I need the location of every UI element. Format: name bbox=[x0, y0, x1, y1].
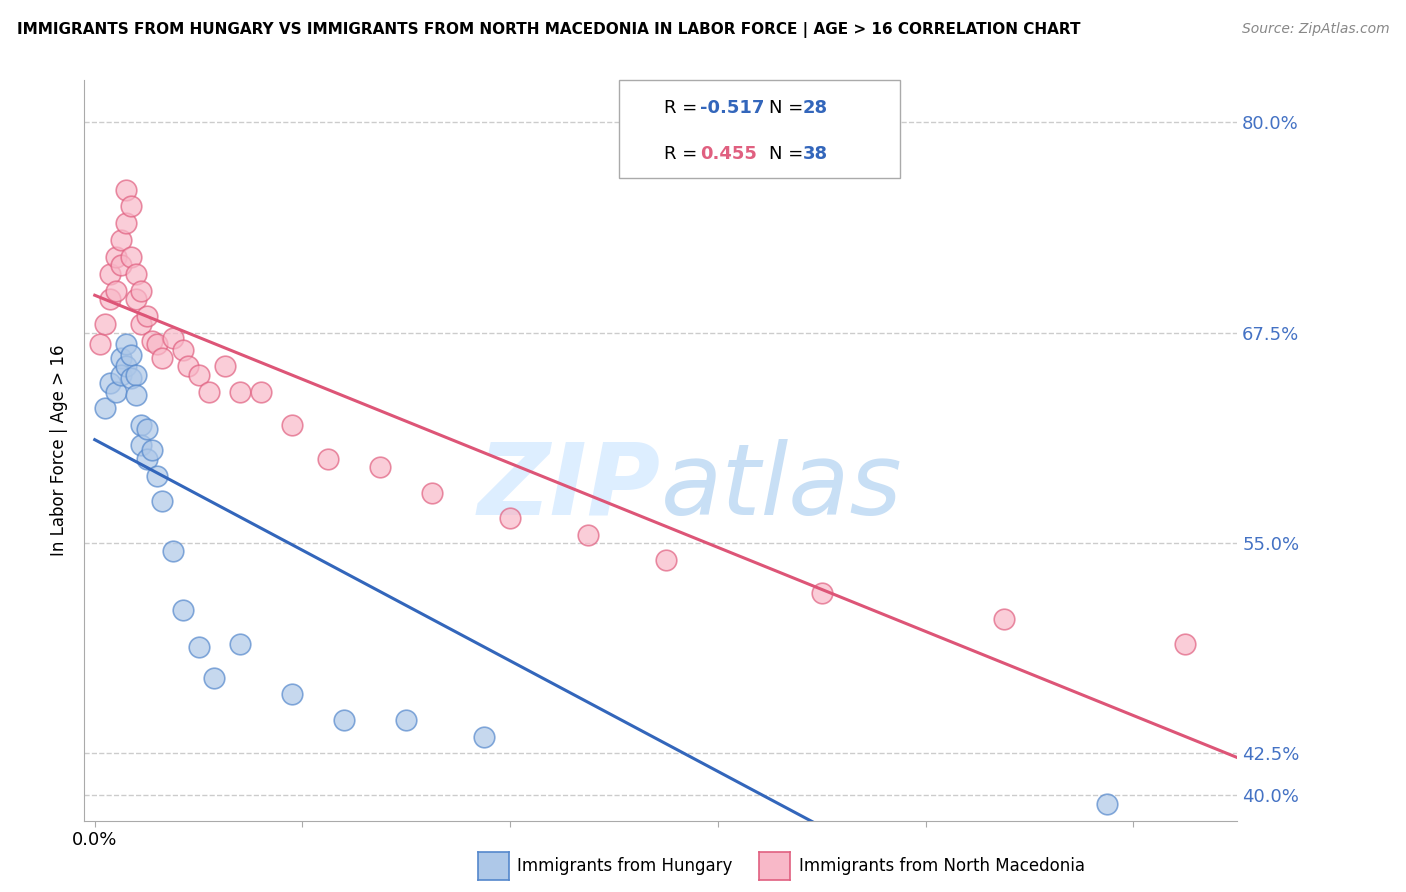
Text: 0.455: 0.455 bbox=[700, 145, 756, 163]
Point bbox=[172, 603, 194, 617]
Point bbox=[125, 292, 148, 306]
Y-axis label: In Labor Force | Age > 16: In Labor Force | Age > 16 bbox=[49, 344, 67, 557]
Point bbox=[150, 351, 173, 365]
Point bbox=[250, 384, 273, 399]
Point bbox=[576, 527, 599, 541]
Text: N =: N = bbox=[769, 99, 808, 117]
Point bbox=[98, 292, 121, 306]
Point bbox=[172, 343, 194, 357]
Point bbox=[146, 337, 169, 351]
Point bbox=[420, 485, 443, 500]
Point bbox=[202, 671, 225, 685]
Point bbox=[281, 688, 304, 702]
Point bbox=[162, 331, 184, 345]
Text: R =: R = bbox=[664, 145, 703, 163]
Point bbox=[135, 451, 157, 466]
Point bbox=[131, 284, 153, 298]
Text: IMMIGRANTS FROM HUNGARY VS IMMIGRANTS FROM NORTH MACEDONIA IN LABOR FORCE | AGE : IMMIGRANTS FROM HUNGARY VS IMMIGRANTS FR… bbox=[17, 22, 1080, 38]
Point bbox=[187, 368, 209, 382]
Point bbox=[115, 216, 138, 230]
Point bbox=[125, 388, 148, 402]
Point bbox=[120, 371, 142, 385]
Point bbox=[150, 494, 173, 508]
Text: Immigrants from North Macedonia: Immigrants from North Macedonia bbox=[799, 857, 1084, 875]
Point bbox=[146, 468, 169, 483]
Point bbox=[94, 401, 117, 416]
Point bbox=[229, 637, 252, 651]
Text: Immigrants from Hungary: Immigrants from Hungary bbox=[517, 857, 733, 875]
Point bbox=[135, 309, 157, 323]
Text: 38: 38 bbox=[803, 145, 828, 163]
Point bbox=[104, 284, 127, 298]
Point bbox=[811, 586, 834, 600]
Point bbox=[115, 183, 138, 197]
Point bbox=[120, 199, 142, 213]
Point bbox=[472, 730, 495, 744]
Point bbox=[104, 384, 127, 399]
Point bbox=[131, 418, 153, 433]
Point bbox=[177, 359, 200, 374]
Point bbox=[98, 376, 121, 391]
Point bbox=[98, 267, 121, 281]
Point bbox=[214, 359, 236, 374]
Point bbox=[115, 359, 138, 374]
Point bbox=[135, 421, 157, 435]
Point bbox=[162, 544, 184, 558]
Point bbox=[141, 443, 163, 458]
Point bbox=[655, 553, 678, 567]
Point bbox=[125, 267, 148, 281]
Text: ZIP: ZIP bbox=[478, 439, 661, 536]
Point bbox=[993, 612, 1015, 626]
Point bbox=[281, 418, 304, 433]
Point bbox=[318, 451, 340, 466]
Point bbox=[120, 347, 142, 361]
Point bbox=[1097, 797, 1119, 811]
Point bbox=[1174, 637, 1197, 651]
Point bbox=[395, 713, 418, 727]
Text: -0.517: -0.517 bbox=[700, 99, 765, 117]
Point bbox=[131, 318, 153, 332]
Point bbox=[198, 384, 221, 399]
Point bbox=[115, 337, 138, 351]
Point bbox=[110, 259, 132, 273]
Point bbox=[333, 713, 356, 727]
Point bbox=[187, 640, 209, 655]
Point bbox=[125, 368, 148, 382]
Point bbox=[110, 351, 132, 365]
Point bbox=[89, 337, 111, 351]
Point bbox=[141, 334, 163, 348]
Text: atlas: atlas bbox=[661, 439, 903, 536]
Point bbox=[110, 233, 132, 247]
Text: Source: ZipAtlas.com: Source: ZipAtlas.com bbox=[1241, 22, 1389, 37]
Point bbox=[370, 460, 392, 475]
Point bbox=[94, 318, 117, 332]
Text: 28: 28 bbox=[803, 99, 828, 117]
Point bbox=[120, 250, 142, 264]
Point bbox=[499, 510, 522, 524]
Text: N =: N = bbox=[769, 145, 808, 163]
Point bbox=[110, 368, 132, 382]
Text: R =: R = bbox=[664, 99, 703, 117]
Point bbox=[229, 384, 252, 399]
Point bbox=[131, 438, 153, 452]
Point bbox=[104, 250, 127, 264]
